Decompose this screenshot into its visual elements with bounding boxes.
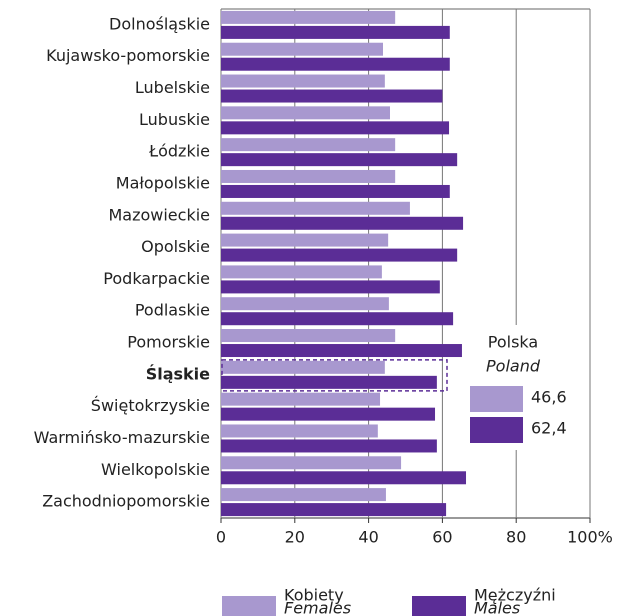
bar bbox=[221, 74, 385, 88]
bar bbox=[221, 42, 383, 56]
x-tick-label: 60 bbox=[432, 528, 452, 547]
x-tick-label: 40 bbox=[358, 528, 378, 547]
reference-swatch bbox=[470, 417, 523, 443]
labels: 0 20 40 60 80 100% Dolnośląskie Kujawsko-pomors… bbox=[34, 14, 613, 616]
bar bbox=[221, 121, 450, 135]
bar bbox=[221, 216, 464, 230]
y-tick-label: Śląskie bbox=[146, 364, 210, 383]
y-tick-label: Wielkopolskie bbox=[101, 460, 210, 479]
legend-swatch bbox=[412, 596, 466, 616]
y-tick-label: Mazowieckie bbox=[108, 205, 210, 224]
bar bbox=[221, 201, 410, 215]
bar bbox=[221, 392, 381, 406]
bar bbox=[221, 89, 443, 103]
y-tick-label: Lubelskie bbox=[135, 78, 210, 97]
x-tick-label: 80 bbox=[506, 528, 526, 547]
legend-sublabel: Males bbox=[474, 599, 520, 616]
y-tick-label: Opolskie bbox=[141, 237, 210, 256]
legend-swatch bbox=[222, 596, 276, 616]
bar bbox=[221, 184, 450, 198]
bar bbox=[221, 169, 396, 183]
legend-label: Kobiety bbox=[284, 586, 344, 605]
bar bbox=[221, 312, 454, 326]
y-tick-label: Łódzkie bbox=[148, 142, 210, 161]
y-tick-label: Małopolskie bbox=[116, 173, 210, 192]
y-tick-label: Podkarpackie bbox=[103, 269, 210, 288]
y-tick-label: Dolnośląskie bbox=[109, 14, 210, 33]
bar bbox=[221, 439, 437, 453]
reference-label: 46,6 bbox=[531, 388, 567, 407]
bar bbox=[221, 424, 378, 438]
bar bbox=[221, 407, 436, 421]
bar bbox=[221, 488, 386, 502]
reference-swatch bbox=[470, 386, 523, 412]
reference-subtitle: Poland bbox=[486, 357, 541, 376]
y-tick-label: Świętokrzyskie bbox=[91, 396, 210, 415]
y-tick-label: Warmińsko-mazurskie bbox=[34, 428, 210, 447]
reference-title: Polska bbox=[488, 333, 538, 352]
highlight-box bbox=[221, 359, 448, 392]
bar bbox=[221, 233, 389, 247]
bar bbox=[221, 280, 440, 294]
bar bbox=[221, 344, 462, 358]
bar bbox=[221, 248, 458, 262]
bar bbox=[221, 10, 396, 24]
x-tick-label: 0 bbox=[216, 528, 226, 547]
legend-sublabel: Females bbox=[284, 599, 351, 616]
bar bbox=[221, 106, 391, 120]
bar bbox=[221, 57, 450, 71]
bar bbox=[221, 360, 385, 374]
bar bbox=[221, 456, 402, 470]
bar bbox=[221, 503, 447, 517]
reference-label: 62,4 bbox=[531, 419, 567, 438]
bars bbox=[221, 10, 467, 517]
bar bbox=[221, 25, 450, 39]
y-tick-label: Zachodniopomorskie bbox=[42, 492, 210, 511]
bar bbox=[221, 153, 458, 167]
bar bbox=[221, 375, 437, 389]
y-tick-label: Lubuskie bbox=[139, 110, 210, 129]
bar bbox=[221, 265, 382, 279]
bar bbox=[221, 138, 396, 152]
y-tick-label: Pomorskie bbox=[127, 333, 210, 352]
x-tick-label: 100% bbox=[567, 528, 613, 547]
bar bbox=[221, 471, 467, 485]
y-tick-label: Podlaskie bbox=[135, 301, 210, 320]
bar bbox=[221, 329, 396, 343]
x-tick-label: 20 bbox=[285, 528, 305, 547]
y-tick-label: Kujawsko-pomorskie bbox=[46, 46, 210, 65]
bar bbox=[221, 297, 389, 311]
legend-label: Mężczyźni bbox=[474, 586, 556, 605]
